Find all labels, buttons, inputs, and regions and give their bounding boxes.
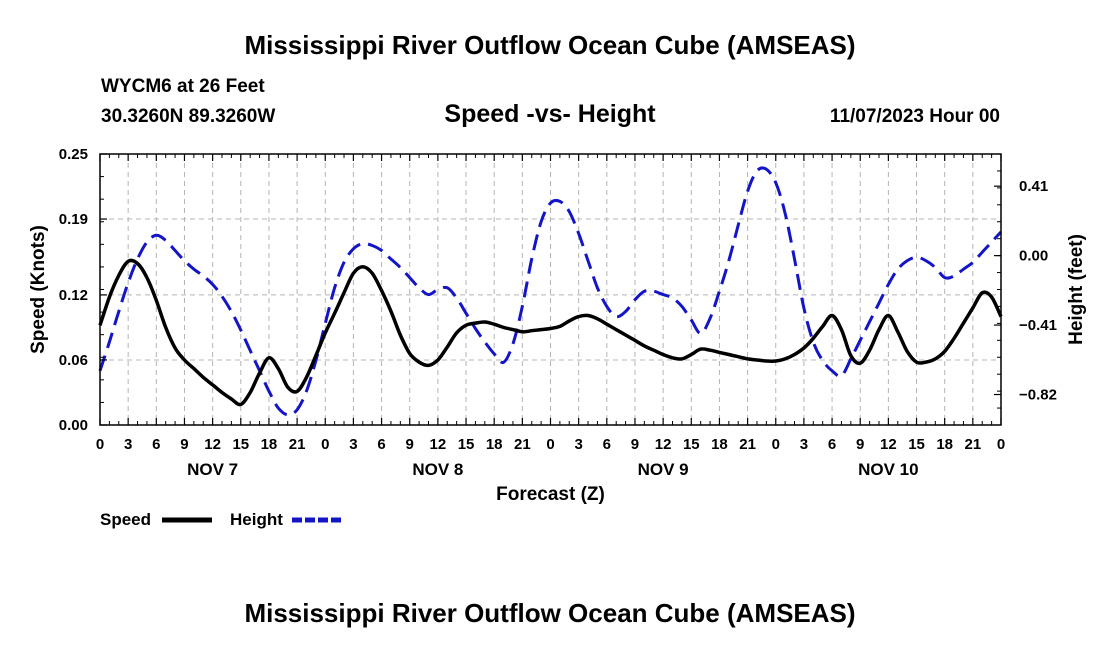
station-label: WYCM6 at 26 Feet — [101, 76, 265, 97]
x-tick-label: 3 — [124, 436, 132, 453]
x-tick-label: 21 — [739, 436, 756, 453]
x-tick-label: 15 — [908, 436, 925, 453]
x-tick-label: 15 — [232, 436, 249, 453]
x-tick-label: 3 — [574, 436, 582, 453]
legend-height-label: Height — [230, 510, 283, 529]
y2-axis-label: Height (feet) — [1066, 234, 1087, 345]
y2-tick-label: −0.82 — [1019, 387, 1057, 404]
x-tick-label: 18 — [486, 436, 503, 453]
x-tick-label: 21 — [965, 436, 982, 453]
x-tick-label: 18 — [711, 436, 728, 453]
y2-tick-label: −0.41 — [1019, 317, 1057, 334]
legend: Speed Height — [100, 510, 342, 529]
legend-speed-label: Speed — [100, 510, 151, 529]
x-tick-label: 12 — [655, 436, 672, 453]
page-title-repeat: Mississippi River Outflow Ocean Cube (AM… — [244, 598, 856, 628]
series-layer — [98, 166, 1003, 417]
day-label: NOV 8 — [412, 460, 463, 479]
x-tick-label: 0 — [997, 436, 1005, 453]
speed-series-line — [98, 258, 1003, 407]
x-tick-label: 12 — [880, 436, 897, 453]
x-tick-label: 9 — [631, 436, 639, 453]
tick-marks: 0 3 6 9 12 15 18 21 0 3 6 9 12 15 18 21 0 3 6 9 12 15 18 21 0 3 6 9… — [59, 146, 1057, 479]
x-tick-label: 9 — [856, 436, 864, 453]
y-tick-label: 0.00 — [59, 417, 88, 434]
x-tick-label: 6 — [828, 436, 836, 453]
x-tick-label: 0 — [772, 436, 780, 453]
y-axis-label: Speed (Knots) — [28, 225, 49, 354]
x-tick-label: 12 — [430, 436, 447, 453]
x-axis-label: Forecast (Z) — [496, 484, 605, 505]
x-tick-label: 6 — [152, 436, 160, 453]
chart-subtitle: Speed -vs- Height — [0, 100, 1100, 129]
x-tick-label: 12 — [204, 436, 221, 453]
x-tick-label: 3 — [349, 436, 357, 453]
forecast-datetime: 11/07/2023 Hour 00 — [829, 106, 1000, 127]
x-tick-label: 6 — [603, 436, 611, 453]
y-tick-label: 0.06 — [59, 352, 88, 369]
y2-tick-label: 0.41 — [1019, 178, 1048, 195]
day-label: NOV 9 — [638, 460, 689, 479]
x-tick-label: 15 — [683, 436, 700, 453]
x-tick-label: 9 — [406, 436, 414, 453]
grid-lines — [100, 154, 1001, 425]
x-tick-label: 0 — [321, 436, 329, 453]
x-tick-label: 18 — [261, 436, 278, 453]
y-tick-label: 0.12 — [59, 287, 88, 304]
x-tick-label: 18 — [936, 436, 953, 453]
x-tick-label: 9 — [180, 436, 188, 453]
x-tick-label: 0 — [546, 436, 554, 453]
x-tick-label: 21 — [514, 436, 531, 453]
y-tick-label: 0.25 — [59, 146, 88, 163]
x-tick-label: 6 — [377, 436, 385, 453]
y-tick-label: 0.19 — [59, 211, 88, 228]
page-title: Mississippi River Outflow Ocean Cube (AM… — [244, 30, 856, 60]
chart-subtitle-text: Speed -vs- Height — [444, 100, 656, 128]
day-label: NOV 10 — [858, 460, 918, 479]
coordinates-label: 30.3260N 89.3260W — [101, 106, 276, 127]
x-tick-label: 15 — [458, 436, 475, 453]
axis-labels: Forecast (Z) Speed (Knots) Height (feet) — [28, 225, 1087, 505]
y2-tick-label: 0.00 — [1019, 248, 1048, 265]
x-tick-label: 21 — [289, 436, 306, 453]
day-label: NOV 7 — [187, 460, 238, 479]
x-tick-label: 0 — [96, 436, 104, 453]
x-tick-label: 3 — [800, 436, 808, 453]
